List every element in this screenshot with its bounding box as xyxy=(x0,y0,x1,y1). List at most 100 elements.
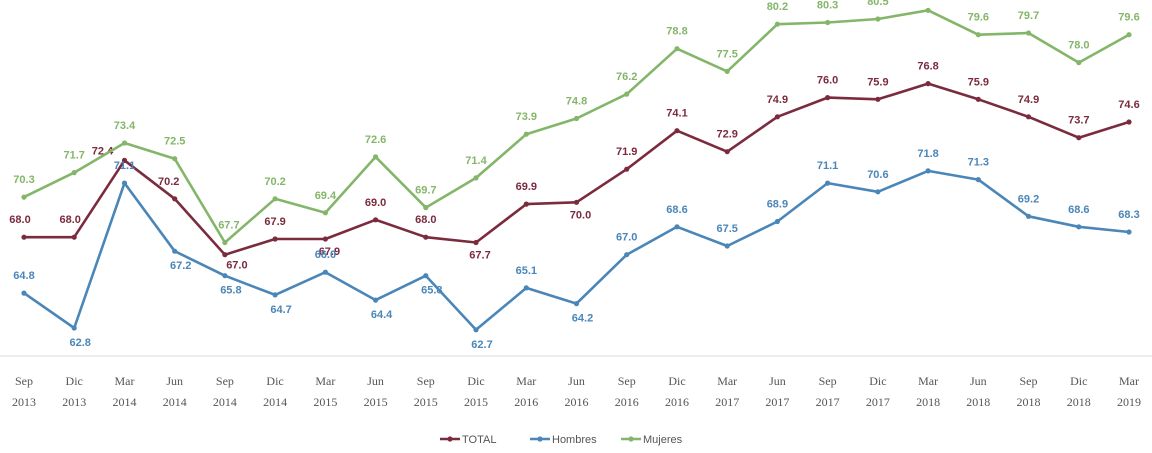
data-point-total xyxy=(523,201,529,207)
x-tick-month: Jun xyxy=(166,374,183,388)
data-point-total xyxy=(925,81,931,87)
x-tick-year: 2017 xyxy=(715,395,739,409)
data-label-mujeres: 78.8 xyxy=(666,26,687,38)
data-point-total xyxy=(121,157,128,163)
data-label-hombres: 66.0 xyxy=(315,249,336,261)
data-label-total: 74.6 xyxy=(1118,99,1139,111)
data-label-mujeres: 80.5 xyxy=(867,0,888,8)
data-label-total: 67.9 xyxy=(319,246,340,258)
x-tick-month: Jun xyxy=(769,374,786,388)
series-layer: 68.0 68.0 72.4 70.2 67.0 67.9 67.9 69.0 68.0 67.7… xyxy=(9,0,1139,351)
data-label-total: 70.0 xyxy=(570,209,591,221)
data-label-hombres: 68.6 xyxy=(1068,204,1089,216)
x-tick-month: Dic xyxy=(668,374,685,388)
data-point-hombres xyxy=(774,218,781,225)
x-tick-year: 2014 xyxy=(163,395,187,409)
series-mujeres: 70.3 71.7 73.4 72.5 67.7 70.2 69.4 72.6 69.7 71.4… xyxy=(13,0,1140,246)
data-label-mujeres: 73.9 xyxy=(516,111,537,123)
data-point-hombres xyxy=(172,248,178,254)
data-label-hombres: 64.4 xyxy=(371,309,393,321)
data-label-mujeres: 72.5 xyxy=(164,136,185,148)
data-point-hombres xyxy=(825,180,831,186)
data-label-hombres: 62.7 xyxy=(471,339,492,351)
x-tick-year: 2019 xyxy=(1117,395,1141,409)
data-point-mujeres xyxy=(624,91,630,97)
data-label-mujeres: 70.2 xyxy=(264,176,285,188)
x-tick-month: Sep xyxy=(216,374,234,388)
data-label-total: 72.4 xyxy=(92,145,114,157)
data-label-mujeres: 67.7 xyxy=(218,220,239,232)
data-label-total: 72.9 xyxy=(716,129,737,141)
data-label-mujeres: 80.2 xyxy=(767,1,788,13)
x-tick-year: 2015 xyxy=(464,395,488,409)
x-tick-month: Dic xyxy=(869,374,886,388)
x-tick-month: Dic xyxy=(467,374,484,388)
data-label-hombres: 68.3 xyxy=(1118,209,1139,221)
data-label-hombres: 71.1 xyxy=(114,160,135,172)
legend-label-hombres: Hombres xyxy=(552,434,597,446)
data-point-hombres xyxy=(121,180,128,186)
data-label-total: 74.9 xyxy=(767,94,788,106)
x-tick-year: 2017 xyxy=(765,395,789,409)
x-tick-month: Jun xyxy=(367,374,384,388)
data-label-total: 74.1 xyxy=(666,108,687,120)
x-tick-month: Jun xyxy=(568,374,585,388)
x-tick-month: Mar xyxy=(1119,374,1139,388)
data-point-hombres xyxy=(925,168,931,174)
data-point-total xyxy=(172,196,178,202)
data-label-mujeres: 79.7 xyxy=(1018,10,1039,22)
x-tick-year: 2018 xyxy=(916,395,940,409)
x-tick-year: 2018 xyxy=(966,395,990,409)
legend-label-mujeres: Mujeres xyxy=(643,434,683,446)
data-label-mujeres: 78.0 xyxy=(1068,40,1089,52)
data-point-hombres xyxy=(272,292,278,298)
data-point-total xyxy=(875,96,881,102)
series-total: 68.0 68.0 72.4 70.2 67.0 67.9 67.9 69.0 68.0 67.7… xyxy=(9,61,1139,272)
data-point-total xyxy=(322,236,328,242)
data-label-hombres: 64.8 xyxy=(13,270,34,282)
data-point-mujeres xyxy=(21,194,27,200)
x-tick-year: 2013 xyxy=(12,395,36,409)
data-point-mujeres xyxy=(322,210,328,216)
data-point-total xyxy=(222,252,228,258)
data-label-mujeres: 74.8 xyxy=(566,96,587,108)
data-point-total xyxy=(1076,135,1082,141)
series-hombres: 64.8 62.8 71.1 67.2 65.8 64.7 66.0 64.4 65.8 62.7… xyxy=(13,148,1139,351)
data-label-total: 76.0 xyxy=(817,75,838,87)
data-label-hombres: 71.1 xyxy=(817,160,838,172)
legend-marker-mujeres xyxy=(628,436,634,442)
x-tick-year: 2014 xyxy=(213,395,237,409)
x-tick-month: Sep xyxy=(819,374,837,388)
data-point-hombres xyxy=(674,224,680,230)
data-label-total: 68.0 xyxy=(59,214,80,226)
x-tick-month: Mar xyxy=(516,374,536,388)
data-point-hombres xyxy=(423,273,429,279)
x-tick-month: Sep xyxy=(618,374,636,388)
data-label-hombres: 71.3 xyxy=(968,157,989,169)
data-point-total xyxy=(573,199,580,205)
data-point-hombres xyxy=(21,290,27,296)
data-point-total xyxy=(71,234,77,240)
x-tick-year: 2015 xyxy=(313,395,337,409)
x-tick-year: 2015 xyxy=(414,395,438,409)
data-label-total: 71.9 xyxy=(616,146,637,158)
data-label-hombres: 67.2 xyxy=(170,260,191,272)
x-tick-month: Jun xyxy=(970,374,987,388)
data-label-mujeres: 69.4 xyxy=(315,190,337,202)
x-tick-year: 2017 xyxy=(866,395,890,409)
data-label-mujeres: 76.2 xyxy=(616,71,637,83)
data-point-hombres xyxy=(624,252,630,258)
data-label-mujeres: 77.5 xyxy=(716,48,737,60)
x-tick-month: Mar xyxy=(115,374,135,388)
data-point-hombres xyxy=(1025,213,1032,219)
legend-label-total: TOTAL xyxy=(462,434,496,446)
data-point-mujeres xyxy=(1076,60,1082,66)
data-label-mujeres: 69.7 xyxy=(415,185,436,197)
x-tick-year: 2018 xyxy=(1017,395,1041,409)
data-point-mujeres xyxy=(523,131,529,137)
data-point-total xyxy=(1025,114,1032,120)
data-point-mujeres xyxy=(875,16,881,22)
data-point-total xyxy=(624,166,630,172)
data-label-total: 69.9 xyxy=(516,181,537,193)
